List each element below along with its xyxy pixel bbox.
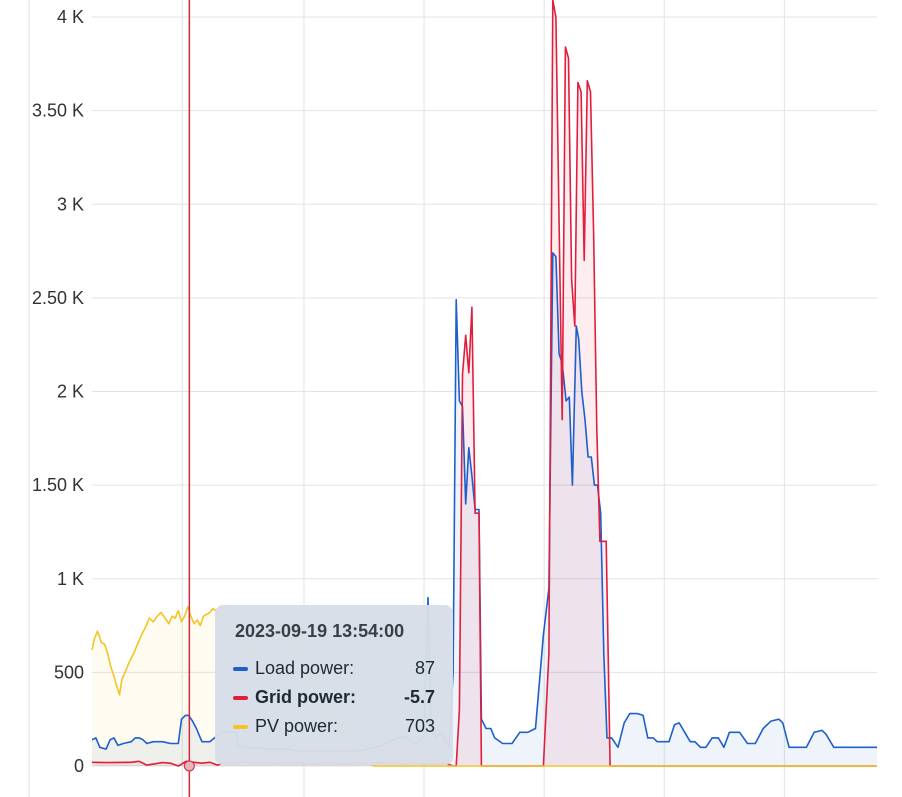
pv-power-swatch [233,724,248,729]
tooltip-row-pv-power: PV power: 703 [233,712,435,741]
y-tick-label: 500 [54,662,84,682]
load-power-line [91,252,877,752]
y-axis-ticks: 0 500 1 K 1.50 K 2 K 2.50 K 3 K 3.50 K 4 K [32,7,84,776]
y-tick-label: 1 K [57,569,84,589]
load-power-swatch [233,666,248,671]
grid-power-swatch [233,695,248,700]
tooltip-row-load-power: Load power: 87 [233,654,435,683]
tooltip-row-value: 703 [404,716,435,736]
tooltip-timestamp: 2023-09-19 13:54:00 [235,621,405,641]
tooltip-row-label: Grid power: [255,687,357,707]
tooltip-row-label: PV power: [255,716,339,736]
y-tick-label: 1.50 K [32,475,84,495]
hover-cursor-dot [183,760,195,772]
y-tick-label: 2 K [57,382,84,402]
y-tick-label: 4 K [57,7,84,27]
y-tick-label: 2.50 K [32,288,84,308]
hover-tooltip: 2023-09-19 13:54:00 Load power: 87 Grid … [215,605,453,765]
y-tick-label: 0 [74,756,84,776]
y-tick-label: 3 K [57,194,84,214]
series-fills [92,0,877,767]
tooltip-row-value: 87 [414,658,435,678]
tooltip-row-value: -5.7 [403,687,435,707]
tooltip-row-grid-power: Grid power: -5.7 [233,683,435,712]
y-tick-label: 3.50 K [32,101,84,121]
tooltip-row-label: Load power: [255,658,355,678]
